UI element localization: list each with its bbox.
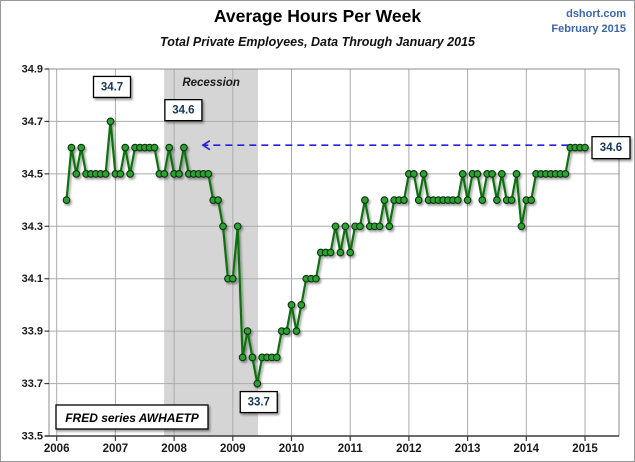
- data-point: [282, 327, 291, 335]
- x-axis-label: 2015: [572, 443, 598, 455]
- y-axis-label: 34.7: [22, 116, 43, 128]
- data-point: [228, 274, 237, 283]
- annotation-label: 34.7: [101, 81, 123, 93]
- data-point: [361, 196, 369, 204]
- x-axis-label: 2007: [103, 443, 129, 455]
- data-point: [463, 196, 472, 204]
- data-point: [243, 327, 252, 335]
- x-axis-label: 2006: [44, 443, 70, 455]
- data-point: [414, 196, 423, 204]
- data-point: [561, 170, 570, 178]
- data-point: [478, 196, 487, 204]
- data-point: [62, 196, 71, 204]
- data-point: [272, 353, 281, 362]
- watermark-date: February 2015: [551, 22, 626, 35]
- data-point: [527, 196, 536, 204]
- recession-band: [164, 69, 259, 436]
- data-point: [400, 196, 408, 204]
- data-point: [219, 222, 227, 231]
- data-point: [297, 301, 306, 309]
- data-point: [517, 222, 526, 231]
- data-point: [287, 301, 296, 309]
- chart-subtitle: Total Private Employees, Data Through Ja…: [160, 35, 475, 49]
- y-axis-label: 33.7: [22, 378, 43, 390]
- data-point: [341, 222, 350, 231]
- data-point: [419, 170, 428, 178]
- x-axis-label: 2009: [220, 443, 246, 455]
- comparison-arrow-head: [201, 139, 211, 151]
- data-point: [512, 170, 521, 178]
- series-id-label: FRED series AWHAETP: [65, 411, 200, 425]
- data-point: [101, 170, 110, 178]
- data-point: [493, 196, 501, 204]
- data-point: [488, 170, 496, 178]
- y-axis-label: 34.5: [22, 168, 43, 180]
- annotation-label: 33.7: [248, 397, 270, 409]
- data-point: [331, 222, 340, 231]
- data-point: [72, 170, 81, 178]
- y-axis-label: 33.9: [22, 326, 43, 338]
- data-point: [214, 196, 222, 204]
- data-point: [77, 143, 86, 152]
- y-axis-label: 34.9: [22, 64, 43, 76]
- recession-label: Recession: [182, 77, 240, 89]
- data-point: [116, 170, 125, 178]
- data-point: [238, 353, 247, 362]
- data-point: [409, 170, 418, 178]
- x-axis-label: 2010: [279, 443, 305, 455]
- y-axis-label: 34.3: [22, 221, 43, 233]
- watermark-site: dshort.com: [566, 8, 626, 20]
- series-id-box: [55, 404, 209, 430]
- data-point: [380, 196, 389, 204]
- x-axis-label: 2011: [338, 443, 364, 455]
- data-point: [312, 274, 320, 283]
- data-point: [356, 222, 364, 231]
- data-point: [292, 327, 301, 335]
- y-axis-label: 34.1: [22, 273, 43, 285]
- data-point: [126, 170, 134, 178]
- annotation-box: [92, 75, 132, 99]
- data-point: [248, 353, 257, 362]
- annotation-box: [239, 390, 278, 414]
- data-series: [62, 117, 589, 388]
- annotation-box: [164, 98, 203, 122]
- data-point: [473, 170, 482, 178]
- data-point: [165, 143, 174, 152]
- data-point: [106, 117, 115, 126]
- y-axis-label: 33.5: [22, 431, 43, 443]
- data-point: [180, 143, 188, 152]
- data-point: [150, 143, 159, 152]
- data-point: [67, 143, 76, 152]
- data-point: [253, 379, 262, 388]
- data-point: [160, 170, 169, 178]
- data-point: [175, 170, 183, 178]
- x-axis-label: 2008: [161, 443, 187, 455]
- x-axis-label: 2014: [514, 443, 540, 455]
- chart-title: Average Hours Per Week: [213, 6, 422, 26]
- data-point: [346, 248, 355, 257]
- data-point: [507, 196, 516, 204]
- data-point: [326, 248, 335, 257]
- data-point: [204, 170, 213, 178]
- x-axis-label: 2012: [396, 443, 422, 455]
- data-point: [336, 248, 345, 257]
- annotation-label: 34.6: [172, 105, 194, 117]
- data-point: [458, 170, 467, 178]
- data-point: [121, 143, 130, 152]
- annotation-box: [591, 135, 631, 160]
- data-point: [233, 222, 242, 231]
- data-point: [385, 222, 394, 231]
- data-point: [453, 196, 462, 204]
- annotation-label: 34.6: [600, 142, 622, 154]
- data-point: [581, 143, 589, 152]
- data-point: [497, 170, 506, 178]
- data-point: [375, 222, 384, 231]
- watermark: dshort.com February 2015: [551, 7, 626, 37]
- x-axis-label: 2013: [455, 443, 481, 455]
